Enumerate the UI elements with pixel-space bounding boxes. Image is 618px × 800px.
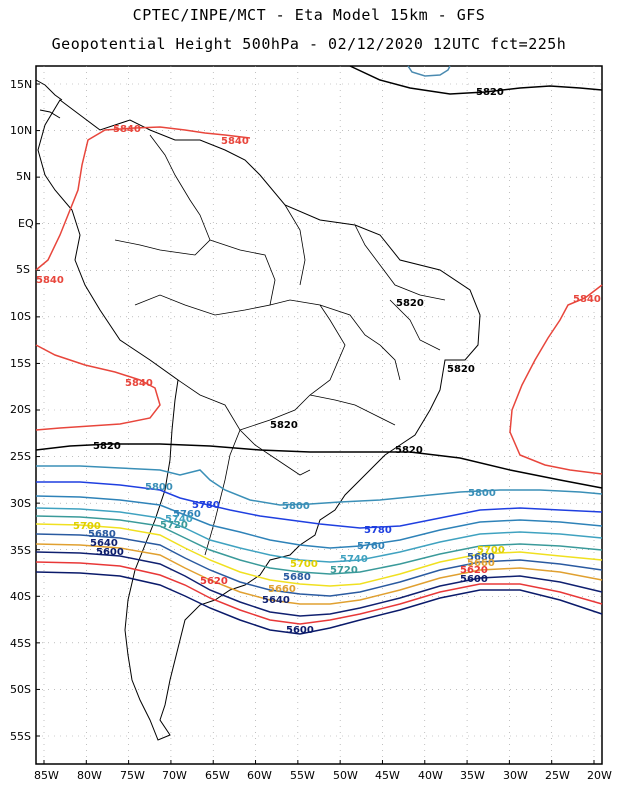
lon-label: 70W [162,769,187,782]
label-5760-a: 5760 [173,509,201,520]
label-5720-a: 5720 [160,520,188,531]
label-5600-a: 5600 [96,547,124,558]
contour-5680 [35,533,603,597]
central-america-coastline [35,79,63,119]
lon-label: 65W [205,769,230,782]
height-contours [35,65,603,635]
country-borders [114,134,446,556]
lon-label: 30W [503,769,528,782]
map-title-line-1: CPTEC/INPE/MCT - Eta Model 15km - GFS [132,6,486,24]
label-5820-a: 5820 [476,87,504,98]
lat-label: 45S [10,637,31,650]
label-5740-a: 5740 [165,514,193,525]
lon-label: 85W [34,769,59,782]
label-5640-a: 5640 [90,538,118,549]
lon-labels: 85W 80W 75W 70W 65W 60W 55W 50W 45W 40W … [34,769,612,782]
label-5700-c: 5700 [477,545,505,556]
contour-5760 [35,495,603,549]
label-5780-b: 5780 [364,525,392,536]
label-5640-b: 5640 [262,595,290,606]
lon-label: 20W [587,769,612,782]
label-5660-b: 5660 [467,558,495,569]
contour-5720 [35,515,603,575]
label-5820-f: 5820 [93,441,121,452]
lat-label: 20S [10,403,31,416]
contour-5660 [35,543,603,605]
label-5800-b: 5800 [282,501,310,512]
lat-label: 30S [10,497,31,510]
contour-5820-north [349,65,603,95]
label-5720-b: 5720 [330,565,358,576]
contour-5600 [35,571,603,635]
lat-label: 10N [10,124,32,137]
label-5680-a: 5680 [88,529,116,540]
lat-label: 15N [10,78,32,91]
axis-ticks [36,83,595,764]
contour-5640 [35,551,603,617]
contour-5800 [36,465,603,506]
lat-label: 55S [10,730,31,743]
label-5620-b: 5620 [460,565,488,576]
contour-5840-north [35,126,251,271]
label-5820-b: 5820 [396,298,424,309]
lon-label: 55W [290,769,315,782]
label-5620-a: 5620 [200,576,228,587]
label-5820-e: 5820 [395,445,423,456]
contour-5740 [35,507,603,563]
label-5800-a: 5800 [145,482,173,493]
label-5680-b: 5680 [283,572,311,583]
lat-label: 35S [10,544,31,557]
label-5840-d: 5840 [125,378,153,389]
label-5600-c: 5600 [460,574,488,585]
south-america-coastline [37,99,481,741]
lon-label: 60W [247,769,272,782]
contour-5620 [35,561,603,625]
label-5760-b: 5760 [357,541,385,552]
contour-5820 [35,443,603,489]
label-5800-c: 5800 [468,488,496,499]
label-5700-b: 5700 [290,559,318,570]
contour-5700 [35,523,603,587]
contour-5820-top [407,65,451,77]
lat-label: 50S [10,683,31,696]
lat-label: 40S [10,590,31,603]
map-frame [35,65,603,765]
lon-label: 45W [375,769,400,782]
label-5840-e: 5840 [573,294,601,305]
lon-label: 80W [77,769,102,782]
label-5680-c: 5680 [467,552,495,563]
label-5820-c: 5820 [447,364,475,375]
lon-label: 40W [418,769,443,782]
lat-label: 5S [16,263,30,276]
label-5780-a: 5780 [192,500,220,511]
lat-label: EQ [18,217,34,230]
label-5840-a: 5840 [113,124,141,135]
contour-labels: 5840 5840 5840 5840 5840 5820 5820 5820 … [36,87,601,636]
lat-label: 25S [10,450,31,463]
lat-label: 10S [10,310,31,323]
graticule [36,66,602,764]
label-5700-a: 5700 [73,521,101,532]
label-5660-a: 5660 [268,584,296,595]
contour-5840-east [509,284,603,475]
lon-label: 35W [460,769,485,782]
lat-label: 5N [16,170,31,183]
label-5600-b: 5600 [286,625,314,636]
contour-5840-west [35,344,161,431]
lon-label: 50W [333,769,358,782]
map-title-line-2: Geopotential Height 500hPa - 02/12/2020 … [51,35,567,53]
lon-label: 25W [545,769,570,782]
label-5840-b: 5840 [221,136,249,147]
label-5840-c: 5840 [36,275,64,286]
label-5820-d: 5820 [270,420,298,431]
coastline [35,79,481,741]
lon-label: 75W [120,769,145,782]
lat-labels: 15N 10N 5N EQ 5S 10S 15S 20S 25S 30S 35S… [10,78,34,743]
lat-label: 15S [10,357,31,370]
contour-5780 [36,481,603,529]
label-5740-b: 5740 [340,554,368,565]
